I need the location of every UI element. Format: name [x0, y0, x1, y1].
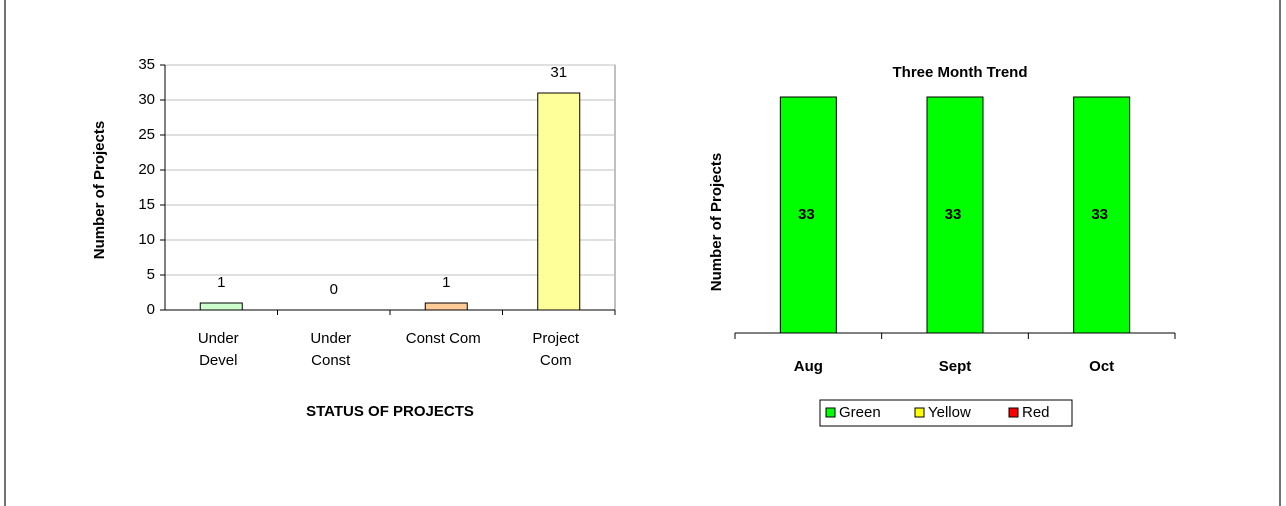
x-tick-label: Under Devel	[197, 330, 239, 369]
legend-label: Green	[839, 404, 881, 421]
data-label: 1	[217, 274, 225, 291]
y-tick-label: 10	[138, 231, 155, 248]
x-tick-label: Oct	[1089, 358, 1114, 375]
legend-swatch	[914, 407, 925, 418]
y-tick-label: 20	[138, 161, 155, 178]
data-label: 33	[798, 206, 815, 223]
x-tick-label: Const Com	[405, 330, 481, 347]
bar	[537, 92, 581, 311]
bar-segment	[1073, 96, 1131, 334]
legend-swatch	[825, 407, 836, 418]
x-tick-label: Project Com	[532, 330, 580, 369]
data-label: 33	[1091, 206, 1108, 223]
legend-swatch	[1008, 407, 1019, 418]
y-tick-label: 25	[138, 126, 155, 143]
y-tick-label: 5	[147, 266, 155, 283]
bar-segment	[779, 96, 837, 334]
y-tick-label: 0	[147, 301, 155, 318]
x-tick-label: Sept	[939, 358, 972, 375]
y-axis-title: Number of Projects	[708, 153, 725, 291]
bar-segment	[926, 96, 984, 334]
legend	[819, 399, 1073, 427]
y-axis-title: Number of Projects	[91, 121, 108, 259]
x-tick-label: Aug	[794, 358, 823, 375]
x-tick-label: Under Const	[310, 330, 352, 369]
legend-label: Yellow	[928, 404, 971, 421]
data-label: 1	[442, 274, 450, 291]
y-tick-label: 35	[138, 56, 155, 73]
data-label: 33	[945, 206, 962, 223]
y-tick-label: 30	[138, 91, 155, 108]
bar	[199, 302, 243, 311]
data-label: 31	[550, 64, 567, 81]
bar	[424, 302, 468, 311]
x-axis-title: STATUS OF PROJECTS	[306, 403, 474, 420]
data-label: 0	[330, 281, 338, 298]
y-tick-label: 15	[138, 196, 155, 213]
chart-title: Three Month Trend	[893, 64, 1028, 81]
legend-label: Red	[1022, 404, 1050, 421]
